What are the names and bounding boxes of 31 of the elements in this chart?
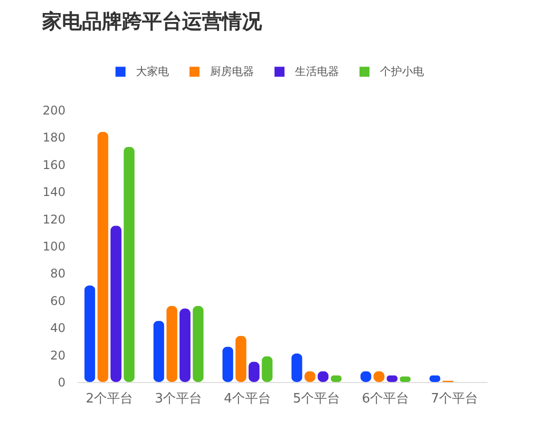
legend-label: 个护小电	[380, 64, 424, 78]
x-tick-label: 7个平台	[430, 392, 478, 406]
bar	[97, 132, 108, 382]
x-tick-label: 6个平台	[362, 392, 410, 406]
bar	[153, 320, 164, 382]
bar	[84, 285, 96, 382]
y-tick-label: 200	[42, 104, 66, 118]
legend-label: 生活电器	[295, 64, 339, 78]
bar	[124, 146, 135, 382]
y-tick-label: 140	[42, 185, 66, 200]
bar	[180, 308, 191, 382]
x-tick-label: 4个平台	[224, 392, 272, 406]
y-tick-label: 80	[50, 266, 66, 281]
y-tick-label: 40	[50, 321, 66, 336]
chart-title: 家电品牌跨平台运营情况	[41, 9, 264, 33]
legend-label: 大家电	[136, 64, 169, 78]
y-tick-label: 160	[42, 158, 66, 172]
y-tick-label: 120	[42, 212, 66, 226]
x-tick-label: 2个平台	[86, 392, 134, 406]
y-tick-label: 100	[42, 240, 66, 254]
bar	[110, 226, 122, 382]
bar	[192, 306, 204, 382]
bar	[166, 306, 178, 382]
y-tick-label: 180	[42, 130, 66, 145]
y-tick-label: 0	[58, 376, 66, 390]
y-tick-label: 20	[50, 348, 66, 362]
legend-label: 厨房电器	[210, 64, 254, 78]
x-tick-label: 5个平台	[292, 392, 340, 406]
x-tick-label: 3个平台	[154, 392, 202, 406]
y-tick-label: 60	[50, 294, 66, 308]
bar	[235, 336, 246, 382]
